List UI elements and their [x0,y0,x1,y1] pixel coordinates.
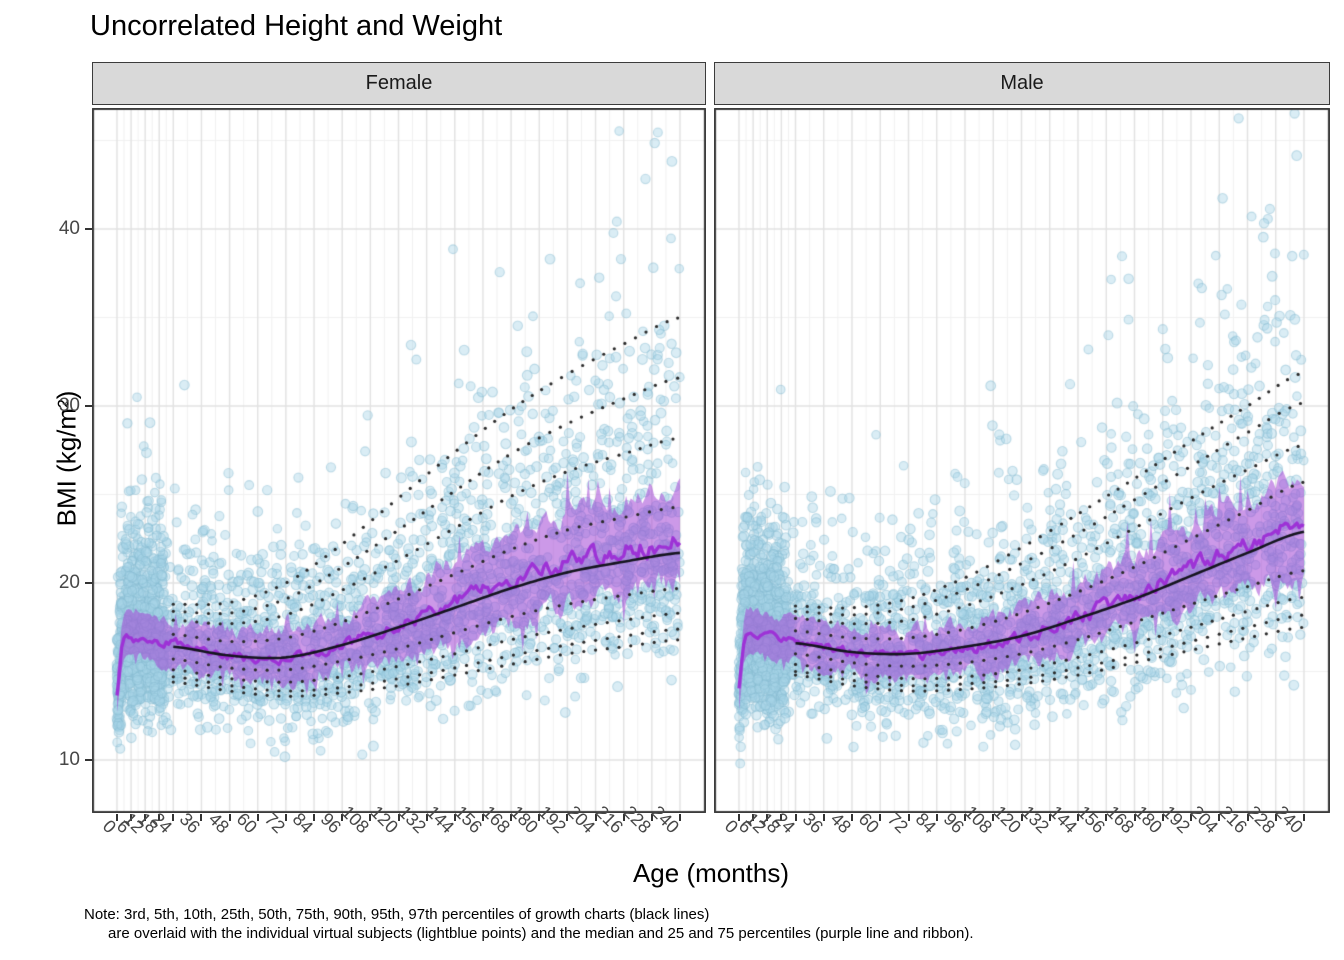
y-axis-tick [85,405,92,407]
x-axis-tick [1190,814,1192,821]
x-axis-tick [650,814,653,821]
x-axis-tick [1077,814,1079,821]
y-tick-label: 20 [58,572,80,593]
x-axis-tick [313,814,316,821]
x-axis-tick [822,814,825,821]
x-axis-tick [1218,814,1221,821]
x-axis-tick [1246,814,1249,821]
x-axis-tick [1105,814,1108,821]
x-axis-tick [538,814,541,821]
x-axis-tick [752,814,755,821]
x-axis-tick [992,814,995,821]
x-axis-tick [284,814,287,821]
footnote-line-1: Note: 3rd, 5th, 10th, 25th, 50th, 75th, … [84,906,710,923]
x-axis-tick [510,814,513,821]
facet-strip-male-label: Male [1000,72,1044,94]
x-axis-tick [144,814,147,821]
x-axis-tick [907,814,910,821]
x-axis-tick [228,814,231,821]
x-axis-tick [1161,814,1164,821]
x-axis-tick [738,814,740,821]
x-axis-tick [1020,814,1023,821]
x-axis-tick [879,814,882,821]
x-axis-tick [679,814,681,821]
panel-canvas-female [92,108,706,813]
x-axis-tick [780,814,783,821]
y-axis-tick [85,228,92,230]
panel-canvas-male [714,108,1330,813]
x-axis-tick [935,814,938,821]
y-tick-label: 10 [58,749,80,770]
y-axis-tick [85,582,92,584]
facet-strip-male: Male [714,62,1330,105]
x-axis-tick [1133,814,1136,821]
x-axis-tick [1303,814,1305,821]
x-axis-tick [200,814,203,821]
x-axis-tick [158,814,161,821]
x-axis-tick [566,814,569,821]
footnote: Note: 3rd, 5th, 10th, 25th, 50th, 75th, … [84,905,974,943]
y-tick-label: 30 [58,395,80,416]
x-axis-tick [851,814,853,821]
x-axis-tick [794,814,797,821]
y-axis-tick [85,759,92,761]
x-axis-tick [766,814,769,821]
x-axis-title: Age (months) [632,858,790,888]
x-axis-tick [1274,814,1277,821]
x-axis-tick [1048,814,1051,821]
x-axis-tick [453,814,456,821]
x-axis-tick [369,814,372,821]
x-axis-tick [594,814,597,821]
x-axis-tick [964,814,966,821]
x-axis-tick [116,814,118,821]
x-axis-tick [397,814,400,821]
footnote-line-2: are overlaid with the individual virtual… [108,925,974,942]
x-axis-tick [256,814,259,821]
x-axis-tick [130,814,133,821]
x-axis-tick [425,814,428,821]
facet-strip-female-label: Female [365,72,433,94]
x-axis-tick [172,814,175,821]
plot-title: Uncorrelated Height and Weight [90,10,503,42]
y-tick-label: 40 [58,218,80,239]
x-axis-tick [341,814,344,821]
x-axis-tick [481,814,484,821]
y-axis-title: BMI (kg/m²) [51,390,82,527]
x-axis-tick [622,814,625,821]
facet-strip-female: Female [92,62,706,105]
